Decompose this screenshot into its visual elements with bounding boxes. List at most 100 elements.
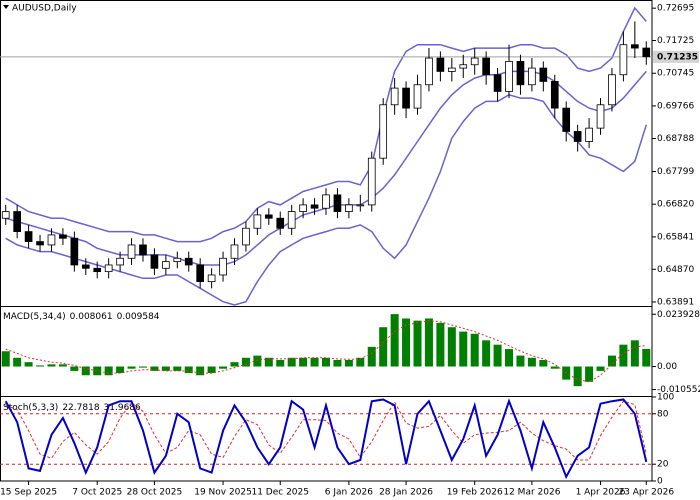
macd-bar <box>413 320 422 367</box>
macd-bar <box>550 366 559 369</box>
macd-bar <box>482 340 491 367</box>
candle-body <box>345 204 353 212</box>
x-tick-label: 12 Mar 2026 <box>503 488 560 498</box>
candle-body <box>276 217 285 229</box>
macd-bar <box>173 366 182 371</box>
bollinger-lower <box>5 93 648 306</box>
macd-bar <box>150 366 159 371</box>
y-tick-label: 0.68788 <box>657 134 694 144</box>
x-tick-label: 1 Apr 2026 <box>576 488 626 498</box>
candle-body <box>93 267 102 273</box>
candle-body <box>139 244 147 256</box>
candle-body <box>104 264 113 273</box>
y-tick-label: 80 <box>657 409 669 419</box>
signal-value: 0.009584 <box>117 312 160 322</box>
macd-bar <box>36 365 45 367</box>
macd-bar <box>299 357 308 367</box>
macd-bar <box>138 366 147 368</box>
macd-bar <box>470 333 479 367</box>
signal-line <box>5 320 647 383</box>
macd-bar <box>379 327 388 367</box>
macd-bar <box>321 357 331 367</box>
y-tick-label: 0.023928 <box>657 310 700 320</box>
bollinger-middle <box>5 70 647 266</box>
candle-body <box>196 264 205 283</box>
candle-body <box>253 214 262 229</box>
symbol-menu-icon <box>3 5 9 9</box>
candle-body <box>81 264 90 269</box>
candle-body <box>562 107 571 132</box>
candle-body <box>47 234 56 246</box>
macd-bar <box>424 318 433 367</box>
x-tick-label: 7 Oct 2025 <box>72 488 122 498</box>
y-tick-label: 0.69766 <box>657 101 694 111</box>
candle-body <box>493 74 502 92</box>
macd-bar <box>81 366 90 376</box>
candle-body <box>516 61 525 86</box>
macd-bar <box>13 357 22 367</box>
candle-body <box>150 254 159 269</box>
candle-body <box>413 84 422 109</box>
macd-bar <box>47 364 56 367</box>
x-tick-label: 23 Apr 2026 <box>618 488 674 498</box>
y-tick-label: 0.63891 <box>657 297 694 307</box>
macd-bar <box>264 357 273 367</box>
candle-body <box>127 244 136 259</box>
macd-bar <box>356 357 365 367</box>
candle-body <box>70 237 79 266</box>
macd-bar <box>516 355 525 367</box>
macd-bar <box>436 322 445 367</box>
candle-body <box>59 234 67 239</box>
plot-frame <box>0 0 653 482</box>
macd-value: 0.008061 <box>70 312 113 322</box>
x-tick-label: 11 Dec 2025 <box>251 488 309 498</box>
macd-bar <box>333 359 342 367</box>
macd-bar <box>24 362 33 367</box>
candle-body <box>470 57 479 66</box>
macd-bar <box>402 318 411 367</box>
candle-body <box>173 257 182 263</box>
macd-bar <box>104 366 113 376</box>
macd-bar <box>1 351 10 367</box>
y-tick-label: 0.70745 <box>657 69 694 79</box>
macd-title: MACD(5,34,4) <box>3 312 66 322</box>
candle-body <box>573 131 582 142</box>
candle-body <box>619 44 628 76</box>
candle-body <box>207 274 216 283</box>
x-tick-label: 19 Nov 2025 <box>194 488 252 498</box>
candle-body <box>482 57 490 76</box>
macd-bar <box>207 366 216 374</box>
candle-body <box>436 57 445 72</box>
y-tick-label: 0.00 <box>657 362 677 372</box>
candle-body <box>390 87 399 106</box>
macd-bar <box>505 349 514 367</box>
macd-bar <box>493 344 502 367</box>
y-tick-label: 0.65841 <box>657 232 694 242</box>
candle-body <box>642 47 651 58</box>
candle-body <box>608 74 616 106</box>
macd-bar <box>93 366 102 376</box>
candle-body <box>631 44 639 49</box>
candle-body <box>528 67 536 86</box>
macd-bar <box>219 366 228 369</box>
macd-bar <box>596 366 605 371</box>
macd-bar <box>127 366 136 369</box>
macd-bar <box>161 366 170 371</box>
candle-body <box>162 261 170 269</box>
macd-bar <box>619 344 628 367</box>
stoch-label: Stoch(5,3,3) 22.7818 31.9686 <box>3 403 141 413</box>
macd-label: MACD(5,34,4) 0.008061 0.009584 <box>3 312 160 322</box>
candle-body <box>333 194 342 212</box>
macd-bar <box>607 355 616 367</box>
k-value: 22.7818 <box>62 403 99 413</box>
macd-bar <box>70 366 79 371</box>
y-tick-label: -0.010552 <box>657 385 700 395</box>
candle-body <box>184 257 193 266</box>
macd-bar <box>527 357 536 367</box>
macd-bar <box>276 359 285 367</box>
macd-bar <box>630 340 639 367</box>
y-tick-label: 0.67799 <box>657 167 694 177</box>
candle-body <box>425 57 433 86</box>
current-price-box <box>653 50 699 63</box>
